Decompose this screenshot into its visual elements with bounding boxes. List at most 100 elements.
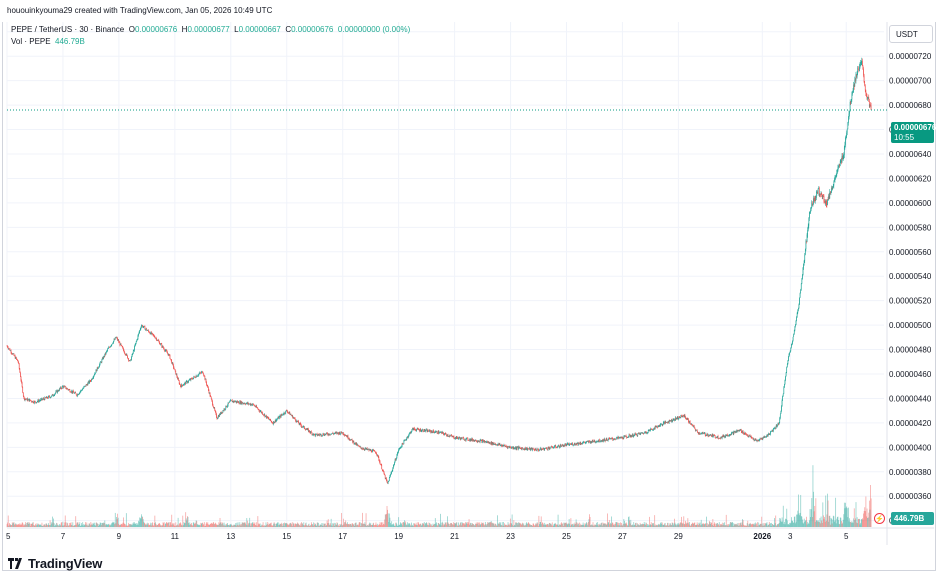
volume-bar	[836, 517, 838, 527]
candle-body	[766, 434, 768, 437]
volume-bar	[171, 514, 173, 527]
candle-body	[80, 390, 82, 392]
volume-bar	[43, 524, 45, 527]
volume-bar	[241, 524, 242, 527]
volume-bar	[333, 523, 334, 527]
volume-bar	[589, 514, 590, 527]
candle-body	[599, 441, 601, 443]
candle-body	[90, 381, 92, 382]
volume-bar	[590, 525, 592, 527]
candle-body	[721, 436, 722, 439]
volume-bar	[99, 522, 101, 527]
candle-body	[839, 161, 841, 166]
volume-bar	[123, 517, 124, 527]
volume-label[interactable]: Vol · PEPE	[11, 37, 51, 46]
volume-bar	[229, 524, 231, 527]
candle-body	[335, 432, 337, 434]
volume-bar	[208, 524, 210, 527]
candle-body	[71, 391, 72, 393]
volume-bar	[870, 498, 872, 527]
symbol-label[interactable]: PEPE / TetherUS · 30 · Binance	[11, 25, 125, 34]
candle-body	[828, 195, 830, 199]
volume-bar	[295, 523, 297, 527]
lightning-icon[interactable]: ⚡	[874, 513, 885, 524]
volume-bar	[681, 522, 683, 527]
volume-bar	[711, 524, 713, 527]
volume-bar	[769, 523, 771, 527]
candle-body	[656, 426, 657, 427]
candle-body	[414, 429, 416, 430]
volume-bar	[348, 524, 350, 527]
volume-bar	[847, 517, 849, 527]
volume-bar	[646, 525, 648, 527]
candle-body	[92, 378, 93, 380]
candle-body	[551, 446, 552, 447]
volume-bar	[812, 465, 814, 527]
candle-body	[647, 430, 649, 433]
candle-body	[145, 328, 146, 330]
candle-body	[591, 442, 593, 443]
volume-bar	[470, 522, 472, 527]
candle-body	[696, 429, 698, 432]
candle-body	[199, 372, 201, 374]
volume-bar	[57, 524, 59, 527]
volume-bar	[720, 525, 722, 527]
volume-bar	[85, 522, 87, 527]
volume-bar	[13, 522, 14, 527]
volume-bar	[376, 524, 377, 527]
volume-bar	[166, 522, 167, 527]
candle-body	[295, 421, 297, 422]
candle-body	[797, 310, 799, 314]
volume-bar	[726, 525, 728, 527]
volume-bar	[322, 525, 323, 527]
volume-bar	[124, 524, 125, 527]
candle-body	[529, 447, 531, 450]
volume-bar	[270, 522, 272, 527]
candle-body	[720, 436, 722, 439]
candle-body	[807, 230, 809, 235]
candle-body	[248, 402, 249, 405]
candle-body	[656, 426, 658, 427]
volume-bar	[448, 523, 450, 527]
candle-body	[859, 67, 860, 71]
candle-body	[547, 447, 549, 450]
candle-body	[81, 390, 83, 391]
volume-bar	[585, 523, 587, 527]
volume-bar	[76, 522, 78, 527]
currency-button[interactable]: USDT	[889, 25, 933, 43]
candle-body	[708, 434, 710, 437]
volume-bar	[189, 522, 191, 527]
volume-bar	[544, 524, 546, 527]
candle-body	[490, 442, 492, 445]
volume-bar	[335, 524, 337, 527]
volume-bar	[347, 524, 349, 527]
candle-body	[738, 430, 739, 431]
candle-body	[827, 199, 829, 200]
candle-body	[811, 202, 813, 205]
candle-body	[597, 440, 598, 442]
candle-body	[595, 442, 597, 443]
volume-bar	[36, 524, 38, 527]
volume-bar	[617, 522, 618, 527]
candle-body	[237, 401, 239, 403]
candle-body	[272, 423, 274, 425]
volume-bar	[700, 525, 702, 527]
y-tick-label: 0.00000640	[889, 150, 932, 159]
candle-body	[621, 436, 623, 438]
volume-bar	[199, 525, 201, 527]
volume-bar	[192, 525, 194, 527]
candle-body	[832, 186, 834, 190]
candle-body	[68, 389, 70, 391]
volume-bar	[827, 493, 828, 527]
candle-body	[283, 414, 284, 416]
volume-bar	[582, 522, 584, 527]
candle-body	[128, 358, 129, 361]
volume-bar	[773, 525, 775, 527]
candle-body	[724, 436, 725, 437]
volume-bar	[205, 523, 207, 527]
candle-body	[805, 241, 807, 250]
candle-body	[398, 448, 400, 450]
candle-body	[505, 446, 507, 447]
candle-body	[363, 448, 365, 450]
